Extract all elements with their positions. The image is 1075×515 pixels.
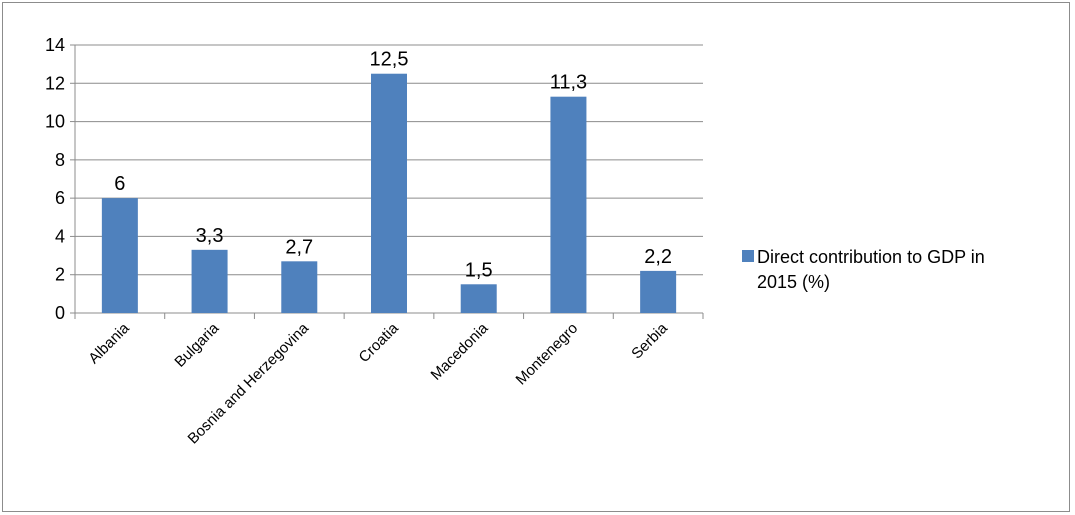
data-label: 2,7 xyxy=(285,236,313,258)
y-tick-label: 14 xyxy=(45,35,65,55)
bar xyxy=(281,261,318,313)
bar xyxy=(550,96,587,313)
y-tick-label: 0 xyxy=(55,303,65,323)
data-labels: 6 3,3 2,7 12,5 1,5 11,3 2,2 xyxy=(114,49,672,282)
y-tick-label: 8 xyxy=(55,150,65,170)
x-tick-label: Albania xyxy=(85,319,133,367)
legend-swatch xyxy=(742,250,754,262)
y-tick-label: 2 xyxy=(55,265,65,285)
bar xyxy=(371,73,407,313)
y-tick-label: 10 xyxy=(45,112,65,132)
data-label: 11,3 xyxy=(550,72,587,94)
x-tick-label: Montenegro xyxy=(513,320,582,389)
bar xyxy=(640,270,677,313)
y-tick-label: 6 xyxy=(55,188,65,208)
data-label: 2,2 xyxy=(644,246,672,268)
y-tick-label: 4 xyxy=(55,226,65,246)
legend-label-line-1: Direct contribution to GDP in xyxy=(757,247,985,267)
x-tick-label: Serbia xyxy=(628,319,671,362)
legend-label-line-2: 2015 (%) xyxy=(757,272,830,292)
data-label: 12,5 xyxy=(370,49,409,71)
bars xyxy=(101,73,677,313)
legend: Direct contribution to GDP in 2015 (%) xyxy=(742,247,985,292)
y-tick-label: 12 xyxy=(45,73,65,93)
bar xyxy=(191,249,228,313)
x-tick-label: Croatia xyxy=(356,319,403,366)
x-tick-label: Bulgaria xyxy=(171,319,222,370)
data-label: 3,3 xyxy=(196,225,224,247)
x-tick-label: Macedonia xyxy=(428,319,492,383)
data-label: 6 xyxy=(114,173,125,195)
bar xyxy=(460,284,497,313)
data-label: 1,5 xyxy=(465,259,493,281)
bar xyxy=(101,198,138,313)
y-tick-labels: 0 2 4 6 8 10 12 14 xyxy=(45,35,65,323)
